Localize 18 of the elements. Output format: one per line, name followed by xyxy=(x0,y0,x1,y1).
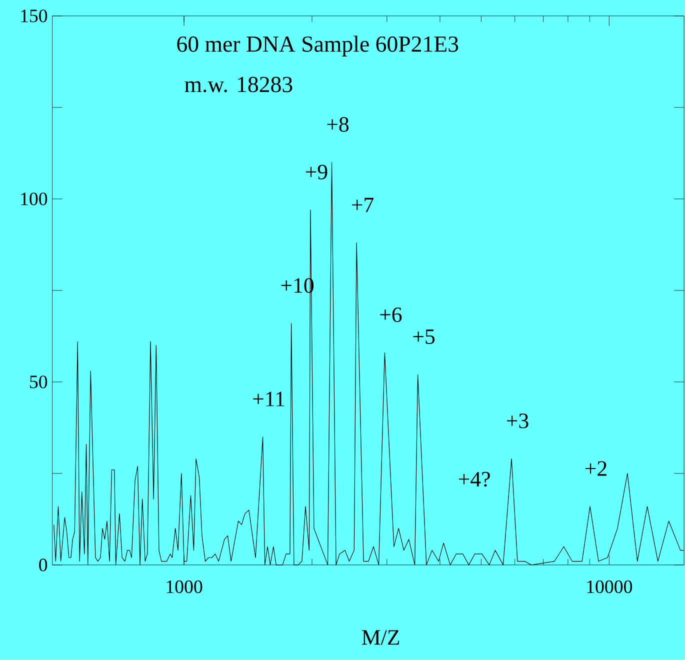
annotation: +7 xyxy=(352,198,374,212)
y-tick-label: 0 xyxy=(39,558,48,572)
annotation: +2 xyxy=(585,461,606,476)
annotation: +11 xyxy=(253,392,284,406)
y-tick-label: 100 xyxy=(21,192,48,206)
text: m.w. 18283 xyxy=(184,76,292,93)
annotation: +9 xyxy=(306,164,328,180)
y-tick-label: 50 xyxy=(30,376,48,389)
annotation: +5 xyxy=(413,330,435,344)
text: 60 mer DNA Sample 60P21E3 xyxy=(177,36,458,57)
annotation: +3 xyxy=(506,414,528,428)
annotation: +8 xyxy=(327,117,349,132)
x-tick-label: 10000 xyxy=(587,580,632,594)
annotation: +4? xyxy=(458,472,490,487)
x-axis-title: M/Z xyxy=(362,630,400,646)
y-tick-label: 150 xyxy=(21,10,48,22)
annotation: +6 xyxy=(380,308,402,322)
x-tick-label: 1000 xyxy=(166,580,202,594)
